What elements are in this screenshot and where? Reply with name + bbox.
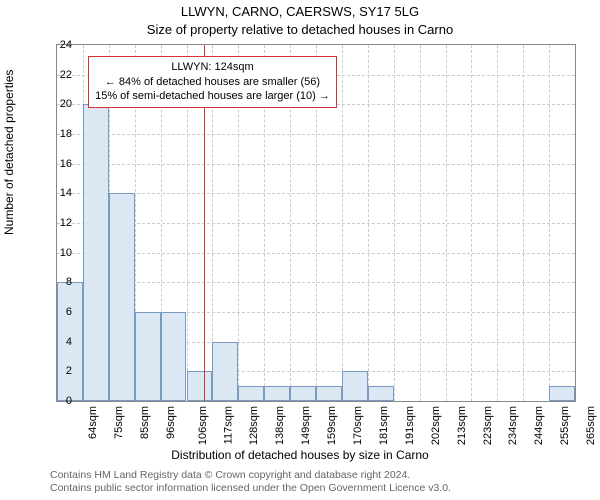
histogram-bar — [135, 312, 161, 401]
chart-title-line1: LLWYN, CARNO, CAERSWS, SY17 5LG — [0, 4, 600, 19]
histogram-bar — [290, 386, 316, 401]
gridline-vertical — [471, 45, 472, 401]
annotation-line2: ← 84% of detached houses are smaller (56… — [95, 75, 330, 90]
x-tick-label: 159sqm — [326, 406, 338, 445]
plot-area: LLWYN: 124sqm← 84% of detached houses ar… — [56, 44, 576, 402]
x-tick-label: 255sqm — [559, 406, 571, 445]
gridline-vertical — [523, 45, 524, 401]
x-axis-label: Distribution of detached houses by size … — [0, 448, 600, 462]
annotation-line1: LLWYN: 124sqm — [95, 60, 330, 75]
y-tick-label: 12 — [42, 217, 72, 229]
x-tick-label: 96sqm — [165, 406, 177, 439]
footnote: Contains HM Land Registry data © Crown c… — [50, 469, 570, 496]
y-tick-label: 8 — [42, 276, 72, 288]
y-tick-label: 24 — [42, 39, 72, 51]
y-tick-label: 18 — [42, 128, 72, 140]
x-tick-label: 181sqm — [378, 406, 390, 445]
x-tick-label: 191sqm — [404, 406, 416, 445]
histogram-bar — [316, 386, 342, 401]
histogram-bar — [342, 371, 368, 401]
y-tick-label: 22 — [42, 69, 72, 81]
annotation-line3: 15% of semi-detached houses are larger (… — [95, 89, 330, 104]
histogram-bar — [161, 312, 187, 401]
x-tick-label: 202sqm — [430, 406, 442, 445]
gridline-vertical — [394, 45, 395, 401]
y-tick-label: 2 — [42, 365, 72, 377]
gridline-vertical — [368, 45, 369, 401]
x-tick-label: 213sqm — [456, 406, 468, 445]
y-tick-label: 0 — [42, 395, 72, 407]
x-tick-label: 149sqm — [300, 406, 312, 445]
y-tick-label: 14 — [42, 187, 72, 199]
x-tick-label: 75sqm — [113, 406, 125, 439]
x-tick-label: 138sqm — [274, 406, 286, 445]
histogram-bar — [83, 104, 109, 401]
y-tick-label: 20 — [42, 98, 72, 110]
gridline-vertical — [342, 45, 343, 401]
footnote-line2: Contains public sector information licen… — [50, 482, 570, 496]
gridline-vertical — [446, 45, 447, 401]
footnote-line1: Contains HM Land Registry data © Crown c… — [50, 469, 570, 483]
histogram-bar — [109, 193, 135, 401]
x-tick-label: 85sqm — [139, 406, 151, 439]
histogram-bar — [212, 342, 238, 401]
x-tick-label: 244sqm — [533, 406, 545, 445]
chart-wrapper: LLWYN, CARNO, CAERSWS, SY17 5LG Size of … — [0, 0, 600, 500]
y-tick-label: 10 — [42, 247, 72, 259]
histogram-bar — [368, 386, 394, 401]
histogram-bar — [187, 371, 213, 401]
x-tick-label: 106sqm — [197, 406, 209, 445]
y-tick-label: 6 — [42, 306, 72, 318]
x-tick-label: 128sqm — [249, 406, 261, 445]
x-tick-label: 223sqm — [482, 406, 494, 445]
x-tick-label: 234sqm — [508, 406, 520, 445]
annotation-box: LLWYN: 124sqm← 84% of detached houses ar… — [88, 56, 337, 109]
x-tick-label: 265sqm — [585, 406, 597, 445]
histogram-bar — [549, 386, 575, 401]
chart-title-line2: Size of property relative to detached ho… — [0, 22, 600, 37]
y-axis-label: Number of detached properties — [2, 70, 16, 235]
x-tick-label: 117sqm — [222, 406, 234, 444]
y-tick-label: 16 — [42, 158, 72, 170]
gridline-vertical — [497, 45, 498, 401]
x-tick-label: 170sqm — [352, 406, 364, 445]
gridline-vertical — [420, 45, 421, 401]
gridline-vertical — [549, 45, 550, 401]
histogram-bar — [238, 386, 264, 401]
histogram-bar — [264, 386, 290, 401]
x-tick-label: 64sqm — [87, 406, 99, 439]
y-tick-label: 4 — [42, 336, 72, 348]
